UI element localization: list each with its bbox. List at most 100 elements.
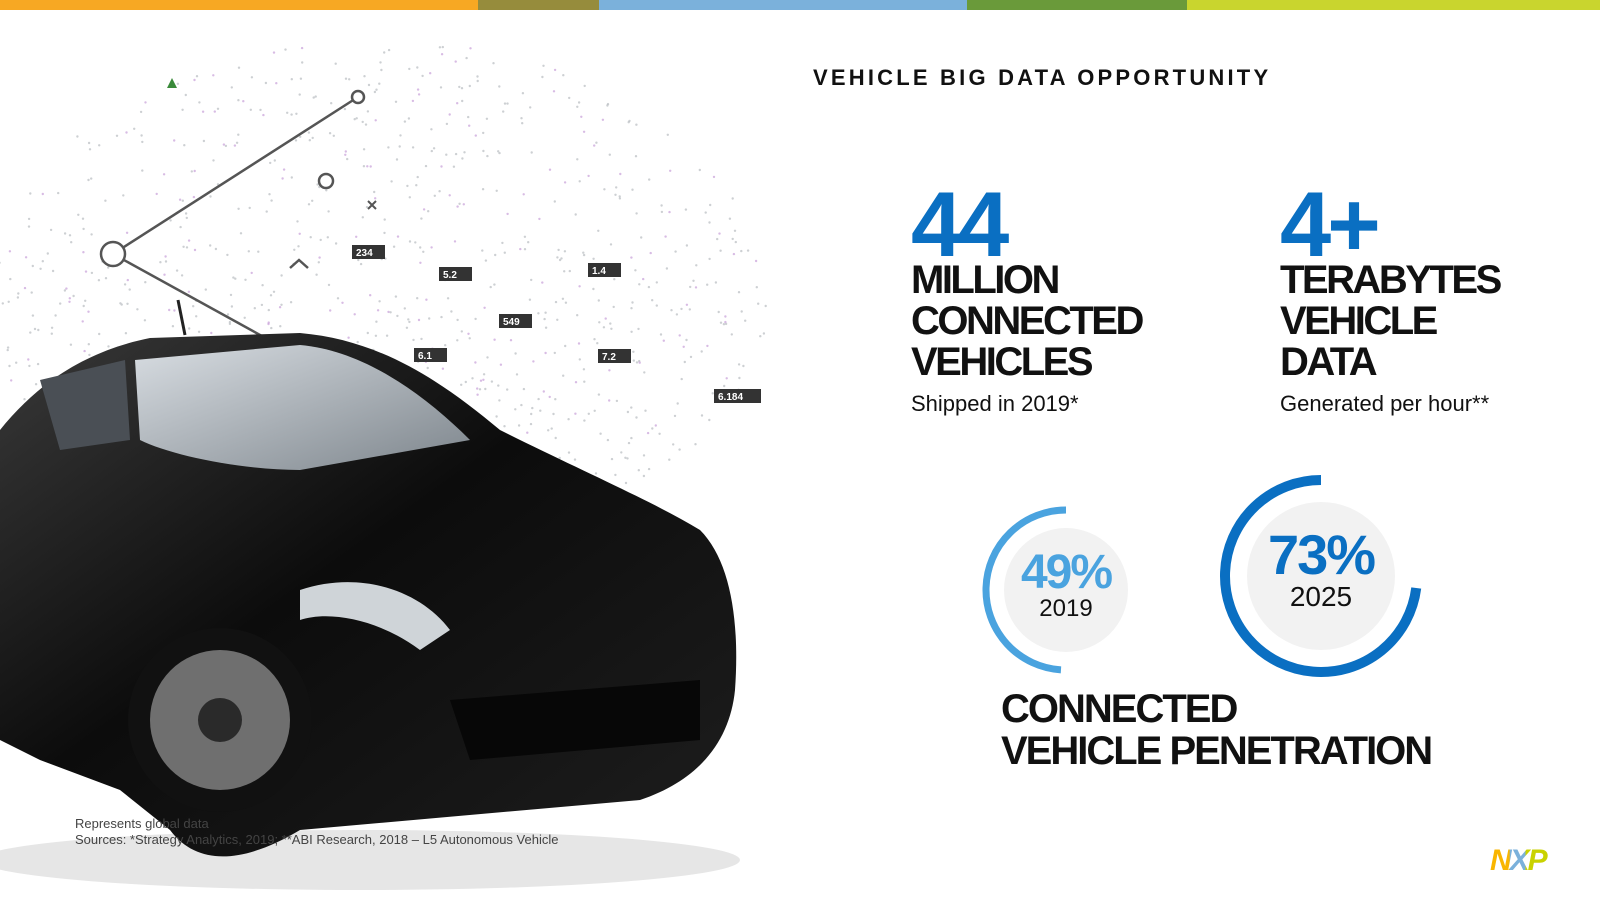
data-dot — [476, 79, 479, 83]
data-dot — [456, 102, 459, 105]
data-dot — [537, 397, 540, 401]
data-dot — [159, 261, 162, 264]
data-dot — [547, 429, 550, 432]
data-dot — [213, 110, 216, 113]
data-dot — [640, 236, 643, 239]
data-dot — [552, 412, 555, 416]
data-dot — [481, 249, 484, 252]
data-dot — [493, 338, 496, 341]
data-dot — [244, 278, 247, 281]
data-dot — [738, 376, 741, 380]
data-dot — [124, 332, 128, 335]
top-bar — [0, 0, 478, 10]
data-dot — [597, 393, 601, 396]
data-dot — [273, 159, 276, 162]
data-dot — [187, 239, 191, 242]
data-dot — [125, 131, 128, 134]
data-dot — [578, 358, 581, 361]
data-dot — [608, 369, 611, 372]
data-dot — [461, 99, 464, 103]
data-dot — [694, 286, 698, 289]
data-dot — [88, 353, 91, 357]
data-dot — [123, 283, 127, 286]
data-dot — [50, 326, 54, 329]
triangle-icon — [167, 78, 177, 88]
data-dot — [269, 161, 272, 165]
data-dot — [503, 102, 507, 105]
data-dot — [374, 197, 377, 200]
data-dot — [658, 432, 661, 435]
data-dot — [568, 269, 571, 273]
data-dot — [469, 47, 472, 50]
data-dot — [606, 438, 610, 442]
data-dot — [482, 131, 485, 135]
data-dot — [456, 339, 459, 342]
data-dot — [365, 205, 369, 209]
data-dot — [718, 232, 721, 235]
data-dot — [366, 110, 370, 113]
data-dot — [168, 308, 171, 312]
data-dot — [179, 225, 182, 229]
data-dot — [293, 248, 296, 251]
data-dot — [456, 318, 459, 322]
data-dot — [399, 134, 402, 137]
data-dot — [680, 377, 683, 381]
data-dot — [394, 295, 398, 298]
data-dot — [725, 377, 728, 380]
data-dot — [734, 240, 737, 244]
data-dot — [608, 153, 611, 156]
data-dot — [554, 436, 557, 440]
data-dot — [396, 235, 400, 238]
data-dot — [433, 194, 436, 197]
data-dot — [107, 266, 110, 269]
data-dot — [49, 228, 53, 232]
data-dot — [700, 414, 704, 417]
data-dot — [440, 315, 443, 319]
data-dot — [330, 102, 333, 105]
top-bar — [967, 0, 1187, 10]
data-dot — [139, 110, 143, 114]
data-dot — [84, 299, 87, 302]
data-dot — [762, 332, 766, 335]
data-dot — [608, 399, 611, 402]
data-dot — [59, 302, 62, 305]
data-dot — [69, 343, 73, 346]
data-dot — [136, 308, 139, 311]
data-dot — [90, 177, 93, 180]
data-dot — [563, 250, 567, 253]
data-dot — [201, 110, 205, 113]
data-dot — [482, 373, 486, 376]
data-dot — [506, 102, 509, 105]
data-dot — [583, 380, 586, 383]
data-dot — [6, 346, 10, 349]
data-dot — [708, 418, 711, 422]
data-dot — [630, 406, 633, 409]
data-dot — [495, 189, 498, 192]
data-dot — [610, 327, 613, 330]
data-dot — [624, 481, 628, 485]
data-dot — [173, 139, 176, 142]
data-dot — [464, 380, 467, 384]
data-dot — [294, 139, 298, 142]
data-dot — [450, 310, 453, 313]
data-dot — [373, 190, 376, 194]
data-dot — [445, 122, 449, 126]
data-dot — [204, 288, 207, 291]
data-dot — [169, 219, 172, 222]
data-dot — [259, 108, 262, 112]
data-dot — [87, 343, 91, 346]
stat-number: 4+ — [1280, 174, 1377, 276]
image-label-box — [352, 245, 385, 259]
data-dot — [187, 290, 191, 293]
data-dot — [660, 204, 663, 207]
data-dot — [486, 356, 489, 359]
data-dot — [267, 321, 270, 324]
data-dot — [587, 412, 590, 415]
data-dot — [197, 330, 201, 333]
data-dot — [428, 317, 431, 320]
data-dot — [54, 314, 57, 317]
data-dot — [164, 260, 168, 263]
data-dot — [228, 320, 232, 324]
data-dot — [719, 321, 723, 324]
data-dot — [574, 412, 577, 415]
